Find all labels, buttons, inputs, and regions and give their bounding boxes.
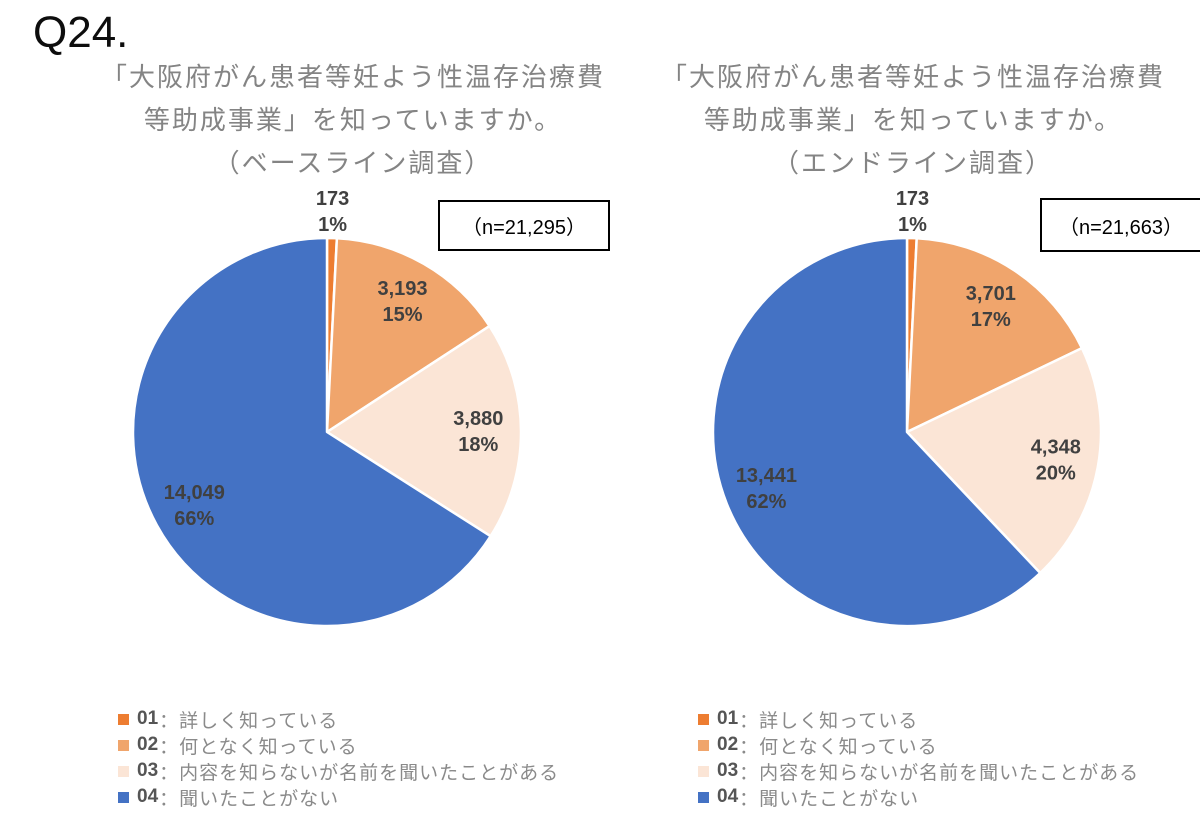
pie-slice-02 [905,236,1084,434]
legend-number: 03 [137,760,159,781]
legend-item-03: 03 ：内容を知らないが名前を聞いたことがある [118,758,559,784]
legend-item-04: 04 ：聞いたことがない [698,784,1139,810]
legend-item-02: 02 ：何となく知っている [118,732,559,758]
legend-label: ：何となく知っている [159,736,358,758]
pie-slice-03 [325,324,523,538]
legend-label: ：聞いたことがない [159,788,340,810]
legend-item-03: 03 ：内容を知らないが名前を聞いたことがある [698,758,1139,784]
legend-item-01: 01 ：詳しく知っている [698,706,1139,732]
legend-swatch [698,765,709,777]
chart-title-line: 「大阪府がん患者等妊よう性温存治療費 [660,62,1165,92]
legend-number: 04 [717,786,739,807]
slice-label-03: 4,348 20% [1031,437,1081,485]
legend-swatch [698,791,709,803]
chart-title-line: （エンドライン調査） [772,148,1053,178]
sample-size-label: （n=21,663） [1059,216,1183,239]
chart-title-baseline: 「大阪府がん患者等妊よう性温存治療費 等助成事業」を知っていますか。 （ベースラ… [98,56,608,185]
pie-endline: 173 1% 3,701 17% 4,348 20% 13,441 62% [711,188,1103,628]
legend-swatch [118,713,129,725]
legend-swatch [118,791,129,803]
legend-number: 04 [137,786,159,807]
legend-item-01: 01 ：詳しく知っている [118,706,559,732]
slice-label-03: 3,880 18% [453,408,503,456]
legend-number: 01 [717,708,739,729]
legend-swatch [118,765,129,777]
chart-title-line: 等助成事業」を知っていますか。 [143,105,563,135]
legend-label: ：詳しく知っている [159,710,339,732]
legend-number: 02 [717,734,739,755]
slice-label-04: 14,049 66% [164,482,225,530]
chart-title-line: 等助成事業」を知っていますか。 [703,105,1123,135]
legend-item-04: 04 ：聞いたことがない [118,784,559,810]
legend-swatch [118,739,129,751]
sample-size-label: （n=21,295） [462,217,586,239]
pie-slice-04 [131,236,492,628]
legend: 01 ：詳しく知っている 02 ：何となく知っている 03 ：内容を知らないが名前を聞いた… [698,706,1139,810]
pie-slice-02 [325,237,491,434]
sample-size-box: （n=21,663） [1040,198,1200,252]
legend-label: ：内容を知らないが名前を聞いたことがある [739,762,1140,784]
legend-item-02: 02 ：何となく知っている [698,732,1139,758]
legend-swatch [698,739,709,751]
slice-label-04: 13,441 62% [736,465,797,513]
question-number: Q24. [33,8,129,57]
chart-title-line: （ベースライン調査） [213,148,493,178]
legend-number: 01 [137,708,159,729]
slice-label-01: 173 1% [316,188,349,236]
slice-label-02: 3,701 17% [966,283,1016,331]
sample-size-box: （n=21,295） [438,200,610,251]
legend-number: 02 [137,734,159,755]
legend-swatch [698,713,709,725]
chart-title-endline: 「大阪府がん患者等妊よう性温存治療費 等助成事業」を知っていますか。 （エンドラ… [658,56,1168,185]
chart-title-line: 「大阪府がん患者等妊よう性温存治療費 [100,62,605,92]
legend: 01 ：詳しく知っている 02 ：何となく知っている 03 ：内容を知らないが名前を聞いた… [118,706,559,810]
legend-label: ：内容を知らないが名前を聞いたことがある [159,762,560,784]
legend-label: ：何となく知っている [739,736,938,758]
pie-slice-03 [905,346,1103,575]
pie-slice-04 [711,236,1042,628]
legend-label: ：聞いたことがない [739,788,920,810]
slice-label-01: 173 1% [896,188,929,236]
pie-baseline: 173 1% 3,193 15% 3,880 18% 14,049 66% [131,188,523,628]
slice-label-02: 3,193 15% [377,278,427,326]
legend-label: ：詳しく知っている [739,710,919,732]
legend-number: 03 [717,760,739,781]
